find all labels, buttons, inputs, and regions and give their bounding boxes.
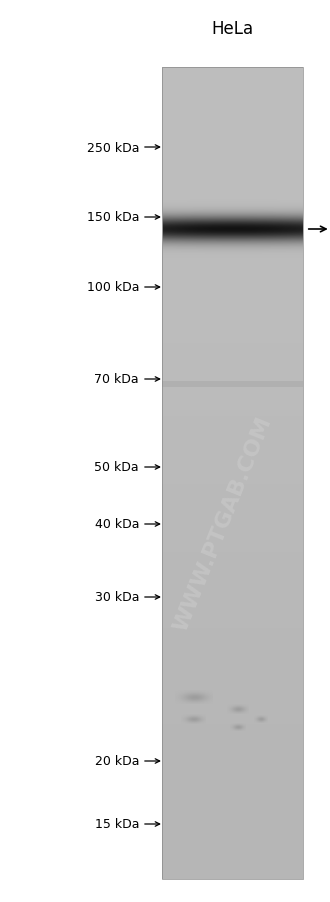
Bar: [162, 68, 303, 879]
Text: HeLa: HeLa: [211, 20, 253, 38]
Text: 100 kDa: 100 kDa: [86, 281, 139, 294]
Text: 15 kDa: 15 kDa: [94, 817, 139, 831]
Text: WWW.PTGAB.COM: WWW.PTGAB.COM: [170, 413, 275, 633]
Text: 30 kDa: 30 kDa: [94, 591, 139, 603]
Text: 20 kDa: 20 kDa: [94, 755, 139, 768]
Text: 250 kDa: 250 kDa: [86, 142, 139, 154]
Text: 40 kDa: 40 kDa: [94, 518, 139, 531]
Text: 150 kDa: 150 kDa: [86, 211, 139, 225]
Text: 50 kDa: 50 kDa: [94, 461, 139, 474]
Text: 70 kDa: 70 kDa: [94, 373, 139, 386]
